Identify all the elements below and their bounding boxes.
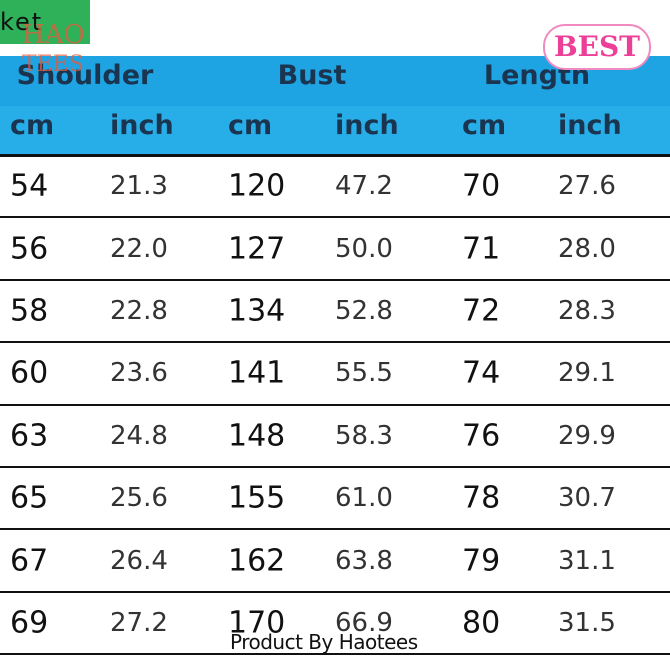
table-cell: 120 — [228, 168, 286, 204]
table-cell: 52.8 — [335, 296, 393, 326]
best-badge: BEST — [543, 24, 651, 70]
table-cell: 72 — [462, 293, 501, 329]
row-divider — [0, 278, 670, 281]
logo-text: HAO — [22, 20, 85, 50]
unit-header: cm — [228, 110, 273, 141]
table-cell: 55.5 — [335, 358, 393, 389]
table-cell: 27.6 — [558, 171, 616, 202]
table-cell: 31.1 — [558, 545, 616, 576]
unit-header: inch — [335, 110, 399, 141]
table-cell: 58.3 — [335, 420, 393, 451]
table-cell: 69 — [10, 605, 49, 641]
table-cell: 58 — [10, 293, 49, 329]
table-cell: 148 — [228, 418, 286, 454]
table-cell: 30.7 — [558, 483, 616, 514]
column-group: Bust — [277, 60, 347, 91]
table-cell: 74 — [462, 355, 501, 391]
table-cell: 28.3 — [558, 296, 616, 326]
table-cell: 27.2 — [110, 608, 168, 638]
table-cell: 79 — [462, 543, 501, 579]
unit-header: inch — [110, 110, 174, 141]
row-divider — [0, 216, 670, 219]
table-cell: 54 — [10, 168, 49, 204]
table-cell: 141 — [228, 355, 286, 391]
row-divider — [0, 341, 670, 344]
row-divider — [0, 528, 670, 531]
table-cell: 127 — [228, 231, 286, 267]
column-group: Shoulder — [16, 60, 154, 91]
footer: Product By Haotees — [230, 630, 418, 654]
table-cell: 80 — [462, 605, 501, 641]
table-cell: 78 — [462, 480, 501, 516]
unit-band — [0, 106, 670, 157]
product-label: ket — [0, 0, 90, 44]
table-cell: 21.3 — [110, 171, 168, 202]
table-cell: 63.8 — [335, 545, 393, 576]
table-cell: 31.5 — [558, 608, 616, 638]
row-divider — [0, 653, 670, 656]
table-cell: 28.0 — [558, 233, 616, 264]
table-cell: 76 — [462, 418, 501, 454]
table-cell: 65 — [10, 480, 49, 516]
table-cell: 155 — [228, 480, 286, 516]
table-cell: 26.4 — [110, 545, 168, 576]
table-cell: 63 — [10, 418, 49, 454]
logo-text: TEES — [22, 52, 84, 77]
unit-header: cm — [10, 110, 55, 141]
table-cell: 67 — [10, 543, 49, 579]
table-cell: 66.9 — [335, 608, 393, 638]
table-cell: 24.8 — [110, 420, 168, 451]
table-cell: 29.9 — [558, 420, 616, 451]
table-cell: 22.8 — [110, 296, 168, 326]
table-cell: 47.2 — [335, 171, 393, 202]
table-cell: 61.0 — [335, 483, 393, 514]
row-divider — [0, 590, 670, 593]
table-cell: 134 — [228, 293, 286, 329]
table-cell: 60 — [10, 355, 49, 391]
table-cell: 50.0 — [335, 233, 393, 264]
table-cell: 25.6 — [110, 483, 168, 514]
table-cell: 170 — [228, 605, 286, 641]
row-divider — [0, 466, 670, 468]
table-cell: 71 — [462, 231, 501, 267]
table-cell: 70 — [462, 168, 501, 204]
table-cell: 162 — [228, 543, 286, 579]
table-cell: 56 — [10, 231, 49, 267]
unit-header: inch — [558, 110, 622, 141]
table-cell: 22.0 — [110, 233, 168, 264]
row-divider — [0, 403, 670, 406]
table-cell: 29.1 — [558, 358, 616, 389]
table-cell: 23.6 — [110, 358, 168, 389]
unit-header: cm — [462, 110, 507, 141]
